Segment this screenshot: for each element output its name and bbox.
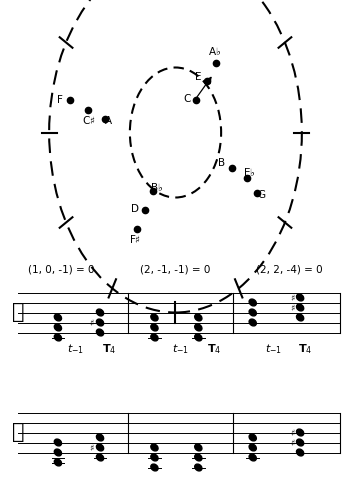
Text: $t_{-1}$: $t_{-1}$	[265, 342, 282, 356]
Ellipse shape	[297, 449, 304, 456]
Text: $\sharp$: $\sharp$	[290, 292, 295, 303]
Text: C$\sharp$: C$\sharp$	[82, 114, 95, 126]
Ellipse shape	[151, 464, 158, 471]
Text: E$\flat$: E$\flat$	[243, 167, 256, 178]
Ellipse shape	[297, 294, 304, 301]
Text: $t_{-1}$: $t_{-1}$	[172, 342, 189, 356]
Ellipse shape	[97, 454, 104, 461]
Ellipse shape	[151, 444, 158, 451]
Ellipse shape	[297, 429, 304, 436]
Ellipse shape	[54, 314, 61, 321]
Ellipse shape	[54, 449, 61, 456]
Ellipse shape	[54, 439, 61, 446]
Text: $\mathbf{T}_4$: $\mathbf{T}_4$	[298, 342, 312, 356]
Ellipse shape	[97, 309, 104, 316]
Text: (2, 2, -4) = 0: (2, 2, -4) = 0	[256, 264, 323, 274]
Text: G: G	[257, 190, 265, 200]
Text: $\sharp$: $\sharp$	[90, 442, 95, 453]
Text: (1, 0, -1) = 0: (1, 0, -1) = 0	[28, 264, 95, 274]
Text: $\sharp$: $\sharp$	[290, 302, 295, 313]
Ellipse shape	[151, 314, 158, 321]
Ellipse shape	[97, 434, 104, 441]
Ellipse shape	[249, 454, 256, 461]
Text: B$\flat$: B$\flat$	[150, 182, 164, 192]
Ellipse shape	[151, 454, 158, 461]
Ellipse shape	[249, 444, 256, 451]
Ellipse shape	[195, 334, 202, 341]
Text: $\mathbf{T}_4$: $\mathbf{T}_4$	[102, 342, 116, 356]
Ellipse shape	[297, 439, 304, 446]
Ellipse shape	[249, 309, 256, 316]
Text: 𝄞: 𝄞	[12, 302, 25, 322]
Ellipse shape	[297, 304, 304, 311]
Ellipse shape	[249, 434, 256, 441]
Text: (2, -1, -1) = 0: (2, -1, -1) = 0	[140, 264, 211, 274]
Ellipse shape	[54, 334, 61, 341]
Text: C: C	[184, 94, 191, 104]
Text: 𝄞: 𝄞	[12, 422, 25, 442]
Text: D: D	[131, 204, 139, 214]
Ellipse shape	[151, 334, 158, 341]
Ellipse shape	[54, 459, 61, 466]
Ellipse shape	[195, 464, 202, 471]
Text: $\mathbf{T}_4$: $\mathbf{T}_4$	[207, 342, 221, 356]
Text: F: F	[58, 95, 63, 105]
Text: A: A	[105, 116, 112, 126]
Ellipse shape	[97, 329, 104, 336]
Ellipse shape	[297, 314, 304, 321]
Ellipse shape	[195, 454, 202, 461]
Text: $\sharp$: $\sharp$	[290, 437, 295, 448]
Text: $\sharp$: $\sharp$	[90, 317, 95, 328]
Text: $\sharp$: $\sharp$	[290, 427, 295, 438]
Text: F$\sharp$: F$\sharp$	[130, 233, 141, 245]
Text: B: B	[218, 158, 225, 168]
Ellipse shape	[151, 324, 158, 331]
Ellipse shape	[97, 444, 104, 451]
Ellipse shape	[54, 324, 61, 331]
Ellipse shape	[195, 324, 202, 331]
Ellipse shape	[249, 299, 256, 306]
Ellipse shape	[195, 314, 202, 321]
Ellipse shape	[97, 319, 104, 326]
Text: E: E	[195, 72, 201, 82]
Ellipse shape	[249, 319, 256, 326]
Text: A$\flat$: A$\flat$	[208, 46, 221, 57]
Text: $t_{-1}$: $t_{-1}$	[67, 342, 84, 356]
Ellipse shape	[195, 444, 202, 451]
